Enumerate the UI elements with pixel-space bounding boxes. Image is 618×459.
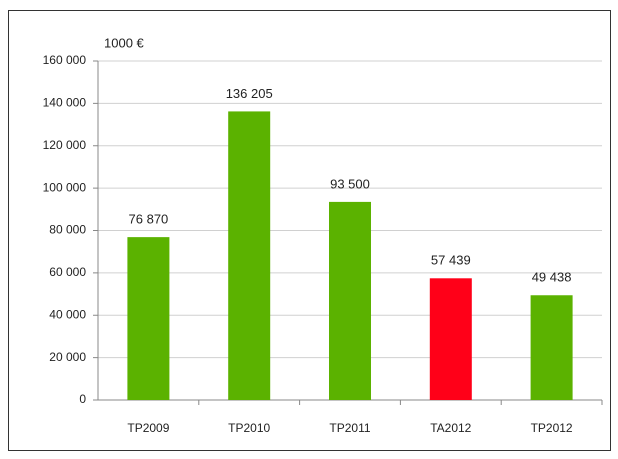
- bar: [429, 278, 472, 400]
- x-tick-label: TP2009: [127, 421, 169, 435]
- data-label: 49 438: [532, 270, 572, 285]
- x-tick-label: TP2011: [329, 421, 370, 435]
- data-label: 136 205: [226, 86, 273, 101]
- bar: [127, 237, 170, 400]
- data-label: 93 500: [330, 176, 370, 191]
- x-tick-label: TP2010: [228, 421, 270, 435]
- y-tick-label: 100 000: [43, 180, 87, 194]
- y-tick-label: 120 000: [43, 138, 87, 152]
- y-tick-label: 140 000: [43, 96, 87, 110]
- data-label: 57 439: [431, 253, 471, 268]
- bar: [329, 201, 371, 400]
- bar: [228, 111, 271, 401]
- data-label: 76 870: [129, 212, 169, 227]
- unit-label: 1000 €: [104, 35, 145, 50]
- y-tick-label: 80 000: [49, 223, 86, 237]
- y-tick-label: 40 000: [49, 307, 86, 321]
- x-tick-label: TP2012: [531, 421, 573, 435]
- x-tick-label: TA2012: [430, 421, 471, 435]
- y-tick-label: 0: [79, 392, 86, 406]
- y-tick-label: 60 000: [49, 265, 86, 279]
- bar: [530, 295, 573, 400]
- y-tick-label: 20 000: [49, 350, 86, 364]
- y-tick-label: 160 000: [43, 53, 87, 67]
